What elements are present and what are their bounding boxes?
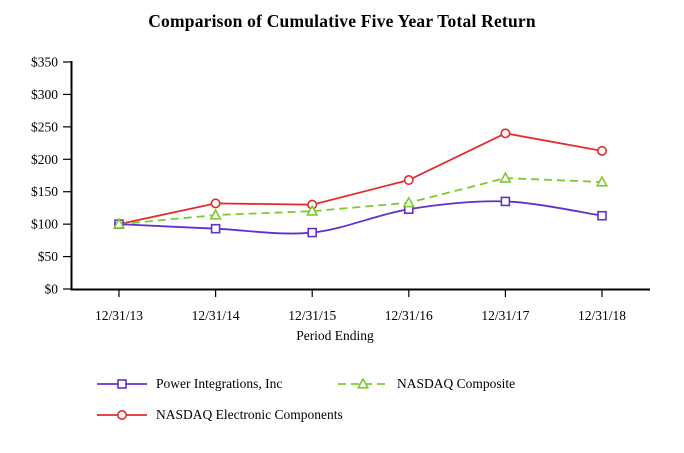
y-tick-label: $300 [31, 87, 58, 102]
y-tick-label: $50 [38, 249, 59, 264]
y-tick-label: $350 [31, 55, 58, 70]
data-point-marker [500, 196, 511, 207]
series-line-2 [118, 132, 603, 226]
y-tick-label: $100 [31, 217, 58, 232]
data-point-marker [402, 196, 415, 208]
data-point-marker [210, 198, 221, 209]
data-point-marker [500, 128, 511, 139]
data-point-marker [112, 217, 126, 229]
x-tick-label: 12/31/15 [288, 308, 336, 323]
data-point-marker [307, 227, 318, 238]
x-tick-label: 12/31/13 [95, 308, 143, 323]
y-tick-label: $0 [45, 282, 59, 297]
data-point-marker [209, 208, 222, 220]
data-point-marker [499, 171, 512, 183]
data-point-marker [597, 210, 607, 221]
data-point-marker [306, 204, 319, 216]
series-line-1 [118, 177, 603, 226]
data-point-marker [596, 145, 607, 156]
x-axis-title: Period Ending [296, 328, 374, 343]
x-tick-label: 12/31/18 [578, 308, 626, 323]
data-point-marker [595, 175, 609, 187]
y-tick-label: $150 [31, 184, 58, 199]
y-tick-label: $250 [31, 119, 58, 134]
y-tick-label: $200 [31, 152, 58, 167]
x-tick-label: 12/31/14 [192, 308, 240, 323]
series-line-0 [118, 200, 603, 235]
x-tick-label: 12/31/17 [481, 308, 529, 323]
x-tick-label: 12/31/16 [385, 308, 433, 323]
chart-title: Comparison of Cumulative Five Year Total… [148, 11, 536, 31]
data-point-marker [403, 175, 414, 186]
data-point-marker [210, 223, 221, 234]
